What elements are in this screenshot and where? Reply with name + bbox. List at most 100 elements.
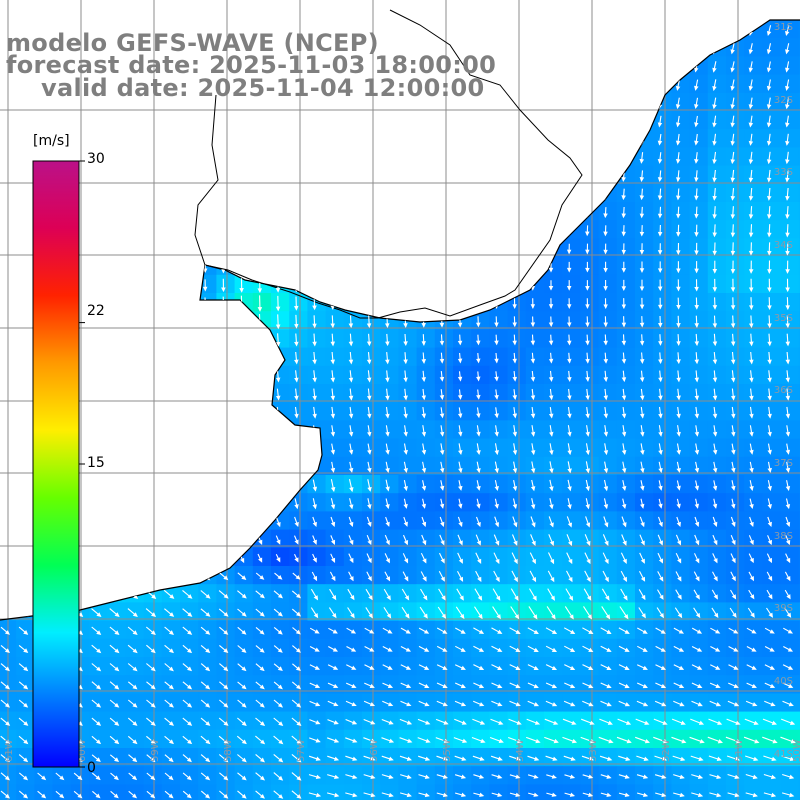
wind-arrow [163,589,175,599]
wind-arrow [221,206,226,219]
wind-arrow [418,627,430,634]
wind-arrow [783,646,794,652]
wind-arrow [403,206,408,219]
wind-arrow [202,133,208,146]
speed-cell [271,748,290,767]
wind-arrow [748,115,754,128]
wind-arrow [239,260,244,274]
wind-arrow [456,588,464,601]
speed-cell [198,402,217,421]
wind-arrow [691,700,703,707]
wind-arrow [585,370,590,382]
speed-cell [453,547,472,567]
speed-cell [707,293,727,312]
wind-arrow [566,60,571,74]
wind-arrow [585,443,590,456]
wind-arrow [691,682,703,688]
speed-cell [780,566,800,585]
speed-cell [707,147,727,167]
wind-arrow [435,718,449,725]
wind-arrow [511,24,517,37]
wind-arrow [421,388,426,401]
wind-arrow [494,207,499,219]
wind-arrow [599,718,613,725]
speed-cell [762,256,782,276]
wind-arrow [749,406,754,419]
wind-arrow [567,352,572,364]
speed-cell [362,347,381,367]
speed-cell [635,402,654,421]
wind-arrow [658,480,663,491]
speed-cell [707,748,727,767]
wind-arrow [255,772,265,781]
speed-cell [143,511,163,531]
wind-arrow [512,261,517,273]
speed-cell [380,584,399,603]
speed-cell [198,129,217,148]
wind-arrow [439,352,445,364]
speed-cell [271,420,290,440]
speed-cell [289,111,308,130]
wind-arrow [694,352,700,365]
wind-arrow [617,718,632,725]
speed-cell [598,693,618,713]
wind-arrow [312,278,317,293]
wind-arrow [748,278,754,293]
speed-cell [307,347,327,367]
wind-arrow [167,497,172,510]
wind-arrow [381,718,394,725]
wind-arrow [330,133,335,146]
speed-cell [525,293,545,312]
wind-arrow [363,700,376,707]
wind-arrow [18,572,29,581]
speed-cell [343,493,363,512]
speed-cell [453,456,472,476]
speed-cell [307,420,327,440]
wind-arrow [512,170,517,182]
wind-arrow [476,461,481,474]
wind-arrow [93,280,99,291]
speed-cell [198,493,217,512]
wind-arrow [166,516,172,528]
wind-arrow [164,790,174,799]
speed-cell [325,511,345,531]
wind-arrow [785,169,790,183]
speed-cell [252,693,272,713]
speed-cell [161,329,181,349]
wind-arrow [621,79,626,92]
wind-arrow [294,388,299,401]
wind-arrow [308,774,322,779]
wind-arrow [221,497,227,510]
speed-cell [726,311,745,330]
wind-arrow [494,352,499,364]
wind-arrow [766,571,773,582]
wind-arrow [672,755,686,761]
speed-cell [471,256,490,276]
wind-arrow [418,682,430,688]
speed-cell [89,638,108,658]
latitude-label: 33S [774,167,793,178]
speed-cell [234,584,254,603]
wind-arrow [257,370,263,383]
wind-arrow [403,498,408,509]
wind-arrow [109,626,120,635]
wind-arrow [709,792,722,798]
speed-cell [252,111,272,130]
speed-cell [653,256,672,276]
speed-cell [416,438,436,458]
speed-cell [198,384,217,403]
speed-cell [325,111,345,130]
speed-cell [726,111,745,130]
wind-arrow [2,243,8,255]
wind-arrow [381,792,394,798]
wind-arrow [403,479,408,492]
speed-cell [398,256,418,276]
wind-arrow [785,333,791,347]
speed-cell [762,111,782,130]
speed-cell [143,111,163,130]
wind-arrow [454,774,467,779]
wind-arrow [311,115,317,128]
wind-arrow [458,498,463,509]
wind-arrow [166,334,172,346]
speed-cell [726,384,745,403]
